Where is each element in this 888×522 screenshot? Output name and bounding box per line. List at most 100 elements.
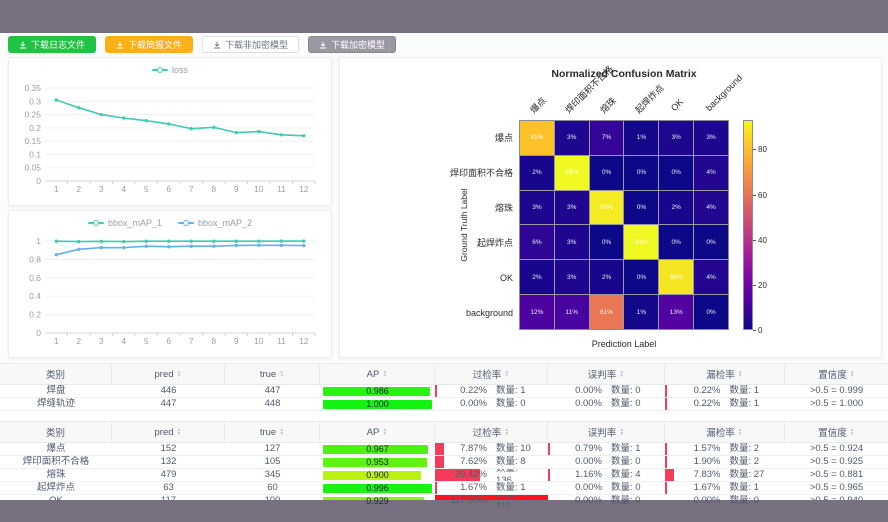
column-header-class: 类别 [0, 364, 112, 384]
svg-text:2: 2 [76, 184, 81, 194]
rate-bar [435, 469, 480, 481]
sort-icon[interactable]: ▲ ▼ [279, 427, 285, 437]
pred-cell: 479 [160, 469, 177, 480]
svg-text:0.25: 0.25 [24, 110, 41, 120]
svg-text:0.2: 0.2 [29, 123, 41, 133]
matrix-cell: 3% [659, 121, 694, 155]
confidence-cell: >0.5 = 0.965 [809, 482, 864, 493]
column-header-over-rate[interactable]: 过检率 ▲ ▼ [435, 422, 548, 442]
sort-icon[interactable]: ▲ ▼ [619, 369, 625, 379]
column-header-over-rate[interactable]: 过检率 ▲ ▼ [435, 364, 548, 384]
column-header-confidence[interactable]: 置信度 ▲ ▼ [818, 369, 855, 382]
matrix-cell: 2% [589, 260, 624, 295]
svg-text:9: 9 [234, 336, 239, 346]
button-label: 下载加密模型 [331, 40, 386, 50]
svg-text:0.15: 0.15 [24, 136, 41, 146]
download-icon [116, 41, 124, 49]
matrix-cell: 81% [520, 121, 554, 155]
column-header-miss-rate[interactable]: 漏检率 ▲ ▼ [665, 364, 785, 384]
table-row: 起焊炸点 63 60 0.996 1.67% 数量: 1 0.00% 数量: 0 1.6… [0, 482, 888, 495]
sort-icon[interactable]: ▲ ▼ [382, 369, 388, 379]
confusion-matrix-card: Normalized Confusion Matrix Ground Truth… [339, 57, 882, 358]
bottom-bar [0, 500, 888, 522]
column-header-ap[interactable]: AP ▲ ▼ [320, 422, 435, 442]
download-buttons-row: 下载日志文件 下载简报文件 下载非加密模型 下载加密模型 [8, 36, 397, 53]
svg-text:6: 6 [166, 336, 171, 346]
matrix-cell: 93% [554, 155, 589, 190]
column-header-ap[interactable]: AP ▲ ▼ [320, 364, 435, 384]
download-report-file-button[interactable]: 下载简报文件 [105, 36, 194, 53]
column-header-misjudge-rate[interactable]: 误判率 ▲ ▼ [548, 364, 665, 384]
legend-label: loss [171, 65, 188, 75]
sort-icon[interactable]: ▲ ▼ [619, 427, 625, 437]
legend-item-bbox_mAP_1[interactable]: bbox_mAP_1 [87, 218, 162, 228]
column-header-confidence[interactable]: 置信度 ▲ ▼ [818, 427, 855, 440]
legend-item-loss[interactable]: loss [151, 65, 188, 75]
true-cell: 447 [264, 385, 281, 396]
sort-icon[interactable]: ▲ ▼ [382, 427, 388, 437]
over-rate-cell: 0.00% 数量: 0 [460, 398, 526, 409]
misjudge-rate-cell: 0.00% 数量: 0 [575, 482, 641, 493]
sort-icon[interactable]: ▲ ▼ [504, 427, 510, 437]
download-log-file-button[interactable]: 下载日志文件 [8, 36, 97, 53]
sort-icon[interactable]: ▲ ▼ [737, 369, 743, 379]
miss-rate-cell: 1.57% 数量: 2 [665, 443, 785, 455]
column-header-true[interactable]: true ▲ ▼ [225, 364, 320, 384]
svg-text:12: 12 [299, 336, 309, 346]
rate-bar [665, 469, 675, 481]
ap-bar [323, 399, 432, 409]
matrix-cell: 0% [694, 295, 728, 329]
over-rate-cell: 7.87% 数量: 10 [435, 443, 548, 455]
confidence-cell: >0.5 = 0.881 [809, 469, 864, 480]
cm-row-label: 爆点 [494, 132, 513, 143]
cm-row-label: 熔珠 [494, 202, 513, 213]
class-cell: 焊缝轨迹 [36, 398, 75, 409]
matrix-cell: 4% [694, 190, 728, 225]
map-chart-legend: bbox_mAP_1 bbox_mAP_2 [9, 218, 331, 228]
ap-cell: 0.986 [320, 385, 435, 397]
column-header-pred[interactable]: pred ▲ ▼ [112, 364, 225, 384]
sort-icon[interactable]: ▲ ▼ [849, 427, 855, 437]
true-cell: 345 [264, 469, 281, 480]
sort-icon[interactable]: ▲ ▼ [849, 369, 855, 379]
download-encrypted-model-button[interactable]: 下载加密模型 [308, 36, 397, 53]
matrix-cell: 3% [694, 121, 728, 155]
pred-cell: 63 [163, 482, 174, 493]
sort-icon[interactable]: ▲ ▼ [279, 369, 285, 379]
svg-text:2: 2 [76, 336, 81, 346]
matrix-cell: 61% [589, 295, 624, 329]
column-header-pred[interactable]: pred ▲ ▼ [112, 422, 225, 442]
cm-row-label: 焊印面积不合格 [449, 167, 513, 178]
legend-label: bbox_mAP_2 [198, 218, 253, 228]
colorbar-tick-label: 20 [758, 280, 767, 290]
sort-icon[interactable]: ▲ ▼ [737, 427, 743, 437]
misjudge-rate-cell: 0.00% 数量: 0 [575, 456, 641, 467]
sort-icon[interactable]: ▲ ▼ [176, 427, 182, 437]
matrix-cell: 89% [659, 260, 694, 295]
ap-bar [323, 457, 427, 467]
over-rate-cell: 0.22% 数量: 1 [435, 385, 548, 397]
download-icon [213, 41, 221, 49]
column-header-true[interactable]: true ▲ ▼ [225, 422, 320, 442]
confidence-cell: >0.5 = 1.000 [809, 398, 864, 409]
svg-text:7: 7 [189, 336, 194, 346]
pred-cell: 447 [160, 398, 177, 409]
download-unencrypted-model-button[interactable]: 下载非加密模型 [202, 36, 300, 53]
rate-bar [665, 385, 667, 397]
ap-cell: 0.953 [320, 456, 435, 468]
legend-item-bbox_mAP_2[interactable]: bbox_mAP_2 [178, 218, 252, 228]
svg-text:12: 12 [299, 184, 309, 194]
svg-text:9: 9 [234, 184, 239, 194]
column-header-miss-rate[interactable]: 漏检率 ▲ ▼ [665, 422, 785, 442]
colorbar-tick-label: 0 [758, 326, 763, 335]
metrics-tables: 类别 pred ▲ ▼ true ▲ ▼ AP ▲ ▼ 过检率 ▲ ▼ 误判率 ▲ ▼ 漏检率 ▲ ▼ 置信度 ▲ ▼ 焊… [0, 363, 888, 518]
rate-bar [435, 482, 437, 494]
matrix-cell: 13% [659, 295, 694, 329]
rate-bar [665, 443, 667, 455]
rate-bar [665, 482, 667, 494]
sort-icon[interactable]: ▲ ▼ [176, 369, 182, 379]
column-header-misjudge-rate[interactable]: 误判率 ▲ ▼ [548, 422, 665, 442]
loss-chart-card: loss 0 0.05 0.1 0.15 0.2 0.25 0.3 0.35 1 2 3 4 5 6 7 8 9… [8, 57, 332, 206]
sort-icon[interactable]: ▲ ▼ [504, 369, 510, 379]
